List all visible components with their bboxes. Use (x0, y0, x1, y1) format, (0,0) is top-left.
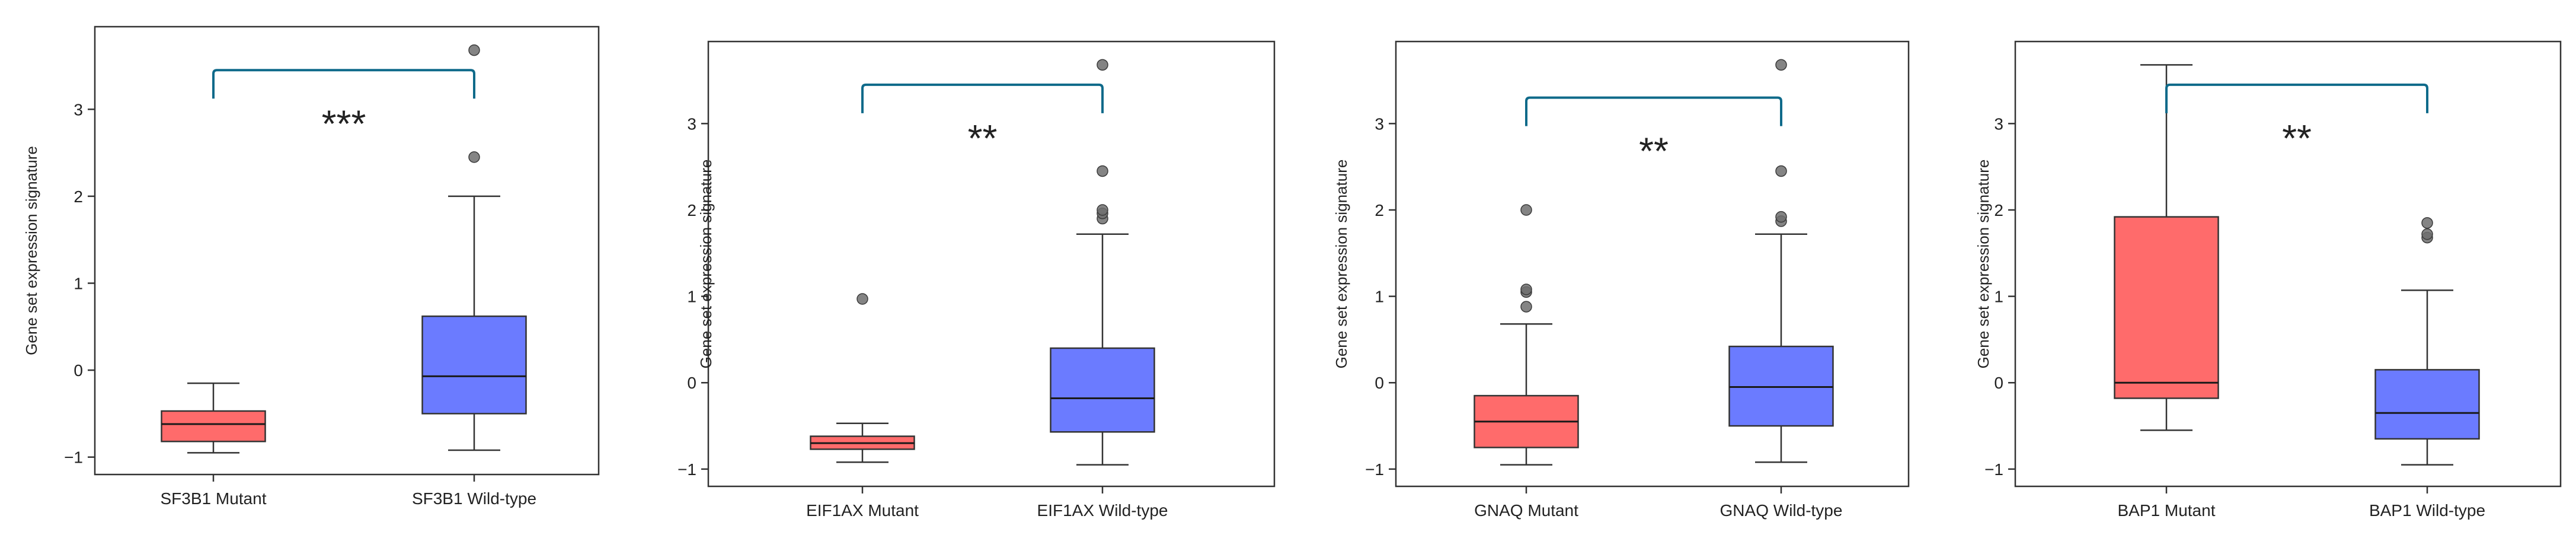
y-tick-label: 1 (1994, 288, 2003, 306)
significance-bracket (861, 83, 1104, 113)
plot-frame (2014, 40, 2562, 488)
x-tick-label: BAP1 Wild-type (2369, 501, 2485, 520)
significance-stars: ** (968, 117, 998, 160)
y-tick-label: 0 (1375, 374, 1384, 392)
box-wildtype (1728, 59, 1834, 463)
y-tick-label: −1 (677, 460, 696, 479)
chart-panel-1: −1 0 1 2 3 Gene set expression signature SF3B1… (23, 26, 600, 508)
x-tick-label: SF3B1 Wild-type (412, 489, 536, 508)
y-tick-label: 1 (687, 288, 696, 306)
iqr-box (1050, 347, 1155, 433)
y-tick-label: 2 (687, 201, 696, 219)
y-axis-label: Gene set expression signature (697, 160, 715, 369)
x-tick-label: GNAQ Wild-type (1720, 501, 1843, 520)
outlier-point (1097, 165, 1108, 177)
y-tick-label: −1 (1984, 460, 2003, 479)
iqr-box (161, 410, 266, 442)
outlier-point (1520, 301, 1532, 313)
y-tick-label: −1 (64, 448, 83, 467)
y-axis-label: Gene set expression signature (23, 146, 40, 355)
y-tick-label: 1 (1375, 288, 1384, 306)
outlier-point (1520, 284, 1532, 295)
outlier-point (1520, 204, 1532, 216)
box-wildtype (2374, 217, 2480, 466)
y-tick-label: 2 (1994, 201, 2003, 219)
iqr-box (421, 315, 527, 415)
significance-stars: ** (1639, 130, 1669, 173)
significance-bracket (1525, 96, 1782, 126)
y-tick-label: 1 (73, 274, 83, 292)
chart-panel-3: −1 0 1 2 3 Gene set expression signature GNAQ … (1332, 40, 1910, 520)
outlier-point (1097, 204, 1108, 216)
iqr-box (2374, 369, 2480, 440)
x-tick-label: EIF1AX Wild-type (1037, 501, 1168, 520)
y-tick-label: 0 (73, 361, 83, 380)
significance-stars: *** (322, 102, 366, 145)
box-mutant (161, 382, 266, 454)
x-tick-label: EIF1AX Mutant (806, 501, 919, 520)
chart-panel-4: −1 0 1 2 3 Gene set expression signature BAP1 … (1974, 40, 2562, 520)
outlier-point (1775, 211, 1787, 223)
box-mutant (1474, 204, 1579, 466)
y-axis-label: Gene set expression signature (1332, 160, 1350, 369)
outlier-point (468, 151, 480, 163)
x-tick-label: BAP1 Mutant (2118, 501, 2216, 520)
y-tick-label: 2 (1375, 201, 1384, 219)
plot-frame (707, 40, 1276, 488)
y-tick-label: −1 (1365, 460, 1384, 479)
x-tick-label: SF3B1 Mutant (161, 489, 267, 508)
box-mutant (810, 293, 915, 463)
outlier-point (1775, 59, 1787, 71)
iqr-box (2114, 216, 2219, 399)
box-mutant (2114, 64, 2219, 431)
x-tick-label: GNAQ Mutant (1474, 501, 1578, 520)
box-wildtype (1050, 59, 1155, 466)
outlier-point (2421, 228, 2433, 240)
outlier-point (1097, 59, 1108, 71)
chart-panel-2: −1 0 1 2 3 Gene set expression signature EIF1A… (677, 40, 1276, 520)
outlier-point (468, 44, 480, 56)
y-tick-label: 0 (1994, 374, 2003, 392)
y-tick-label: 0 (687, 374, 696, 392)
y-axis-label: Gene set expression signature (1974, 160, 1992, 369)
y-tick-label: 2 (73, 187, 83, 206)
significance-bracket (2165, 83, 2428, 113)
plot-frame (94, 26, 600, 476)
outlier-point (1775, 165, 1787, 177)
significance-stars: ** (2282, 117, 2312, 160)
y-tick-label: 3 (73, 100, 83, 119)
y-tick-label: 3 (1994, 114, 2003, 133)
box-wildtype (421, 44, 527, 451)
outlier-point (2421, 217, 2433, 229)
outlier-point (856, 293, 868, 305)
y-tick-label: 3 (687, 114, 696, 133)
plot-frame (1395, 40, 1910, 488)
y-tick-label: 3 (1375, 114, 1384, 133)
significance-bracket (212, 69, 475, 99)
